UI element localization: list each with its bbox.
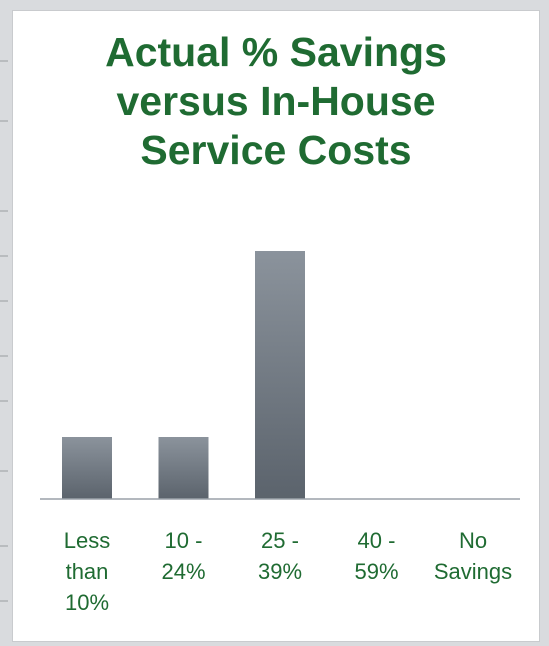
chart-title-line-3: Service Costs	[140, 127, 412, 173]
x-tick-label-line: 59%	[354, 559, 398, 584]
chart-title-line-1: Actual % Savings	[105, 29, 447, 75]
x-tick-label-line: 10%	[65, 590, 109, 615]
slide-edge-marks	[0, 0, 12, 646]
x-tick-label-2: 10 - 24%	[161, 528, 205, 584]
chart-title-line-2: versus In-House	[116, 78, 436, 124]
x-tick-label-line: Savings	[434, 559, 512, 584]
x-tick-label-3: 25 - 39%	[258, 528, 302, 584]
x-tick-label-line: 24%	[161, 559, 205, 584]
x-tick-labels: Less than 10% 10 - 24% 25 - 39% 40 - 59% No Saving…	[64, 528, 512, 615]
x-tick-label-line: 40 -	[358, 528, 396, 553]
x-tick-label-line: 39%	[258, 559, 302, 584]
bar-1	[62, 437, 112, 499]
bars-layer	[62, 251, 305, 499]
x-tick-label-1: Less than 10%	[64, 528, 110, 615]
bar-3	[255, 251, 305, 499]
x-tick-label-5: No Savings	[434, 528, 512, 584]
chart-title: Actual % Savings versus In-House Service…	[12, 28, 540, 175]
x-tick-label-line: No	[459, 528, 487, 553]
x-tick-label-4: 40 - 59%	[354, 528, 398, 584]
x-tick-label-line: 25 -	[261, 528, 299, 553]
x-tick-label-line: Less	[64, 528, 110, 553]
x-tick-label-line: 10 -	[165, 528, 203, 553]
x-tick-label-line: than	[66, 559, 109, 584]
bar-2	[158, 437, 209, 499]
